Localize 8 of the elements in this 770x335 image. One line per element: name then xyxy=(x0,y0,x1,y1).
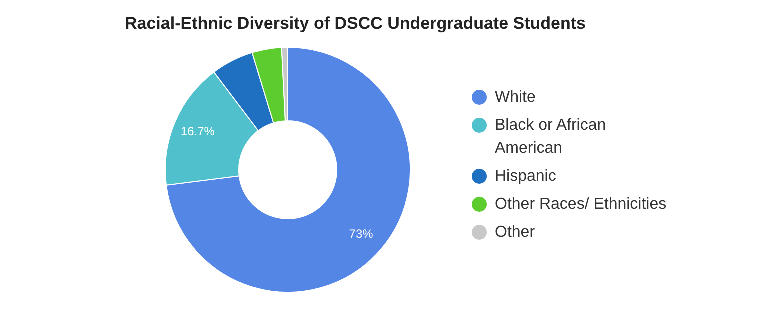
legend-label: Hispanic xyxy=(495,167,556,187)
data-label: 16.7% xyxy=(180,124,216,138)
chart-title: Racial-Ethnic Diversity of DSCC Undergraduate Students xyxy=(125,14,586,34)
legend-label: Other xyxy=(495,223,536,243)
legend-label: Other Races/ Ethnicities xyxy=(495,195,667,215)
legend-label: Black or African American xyxy=(495,116,608,159)
data-label: 73% xyxy=(349,226,374,241)
legend-label: White xyxy=(495,88,536,108)
